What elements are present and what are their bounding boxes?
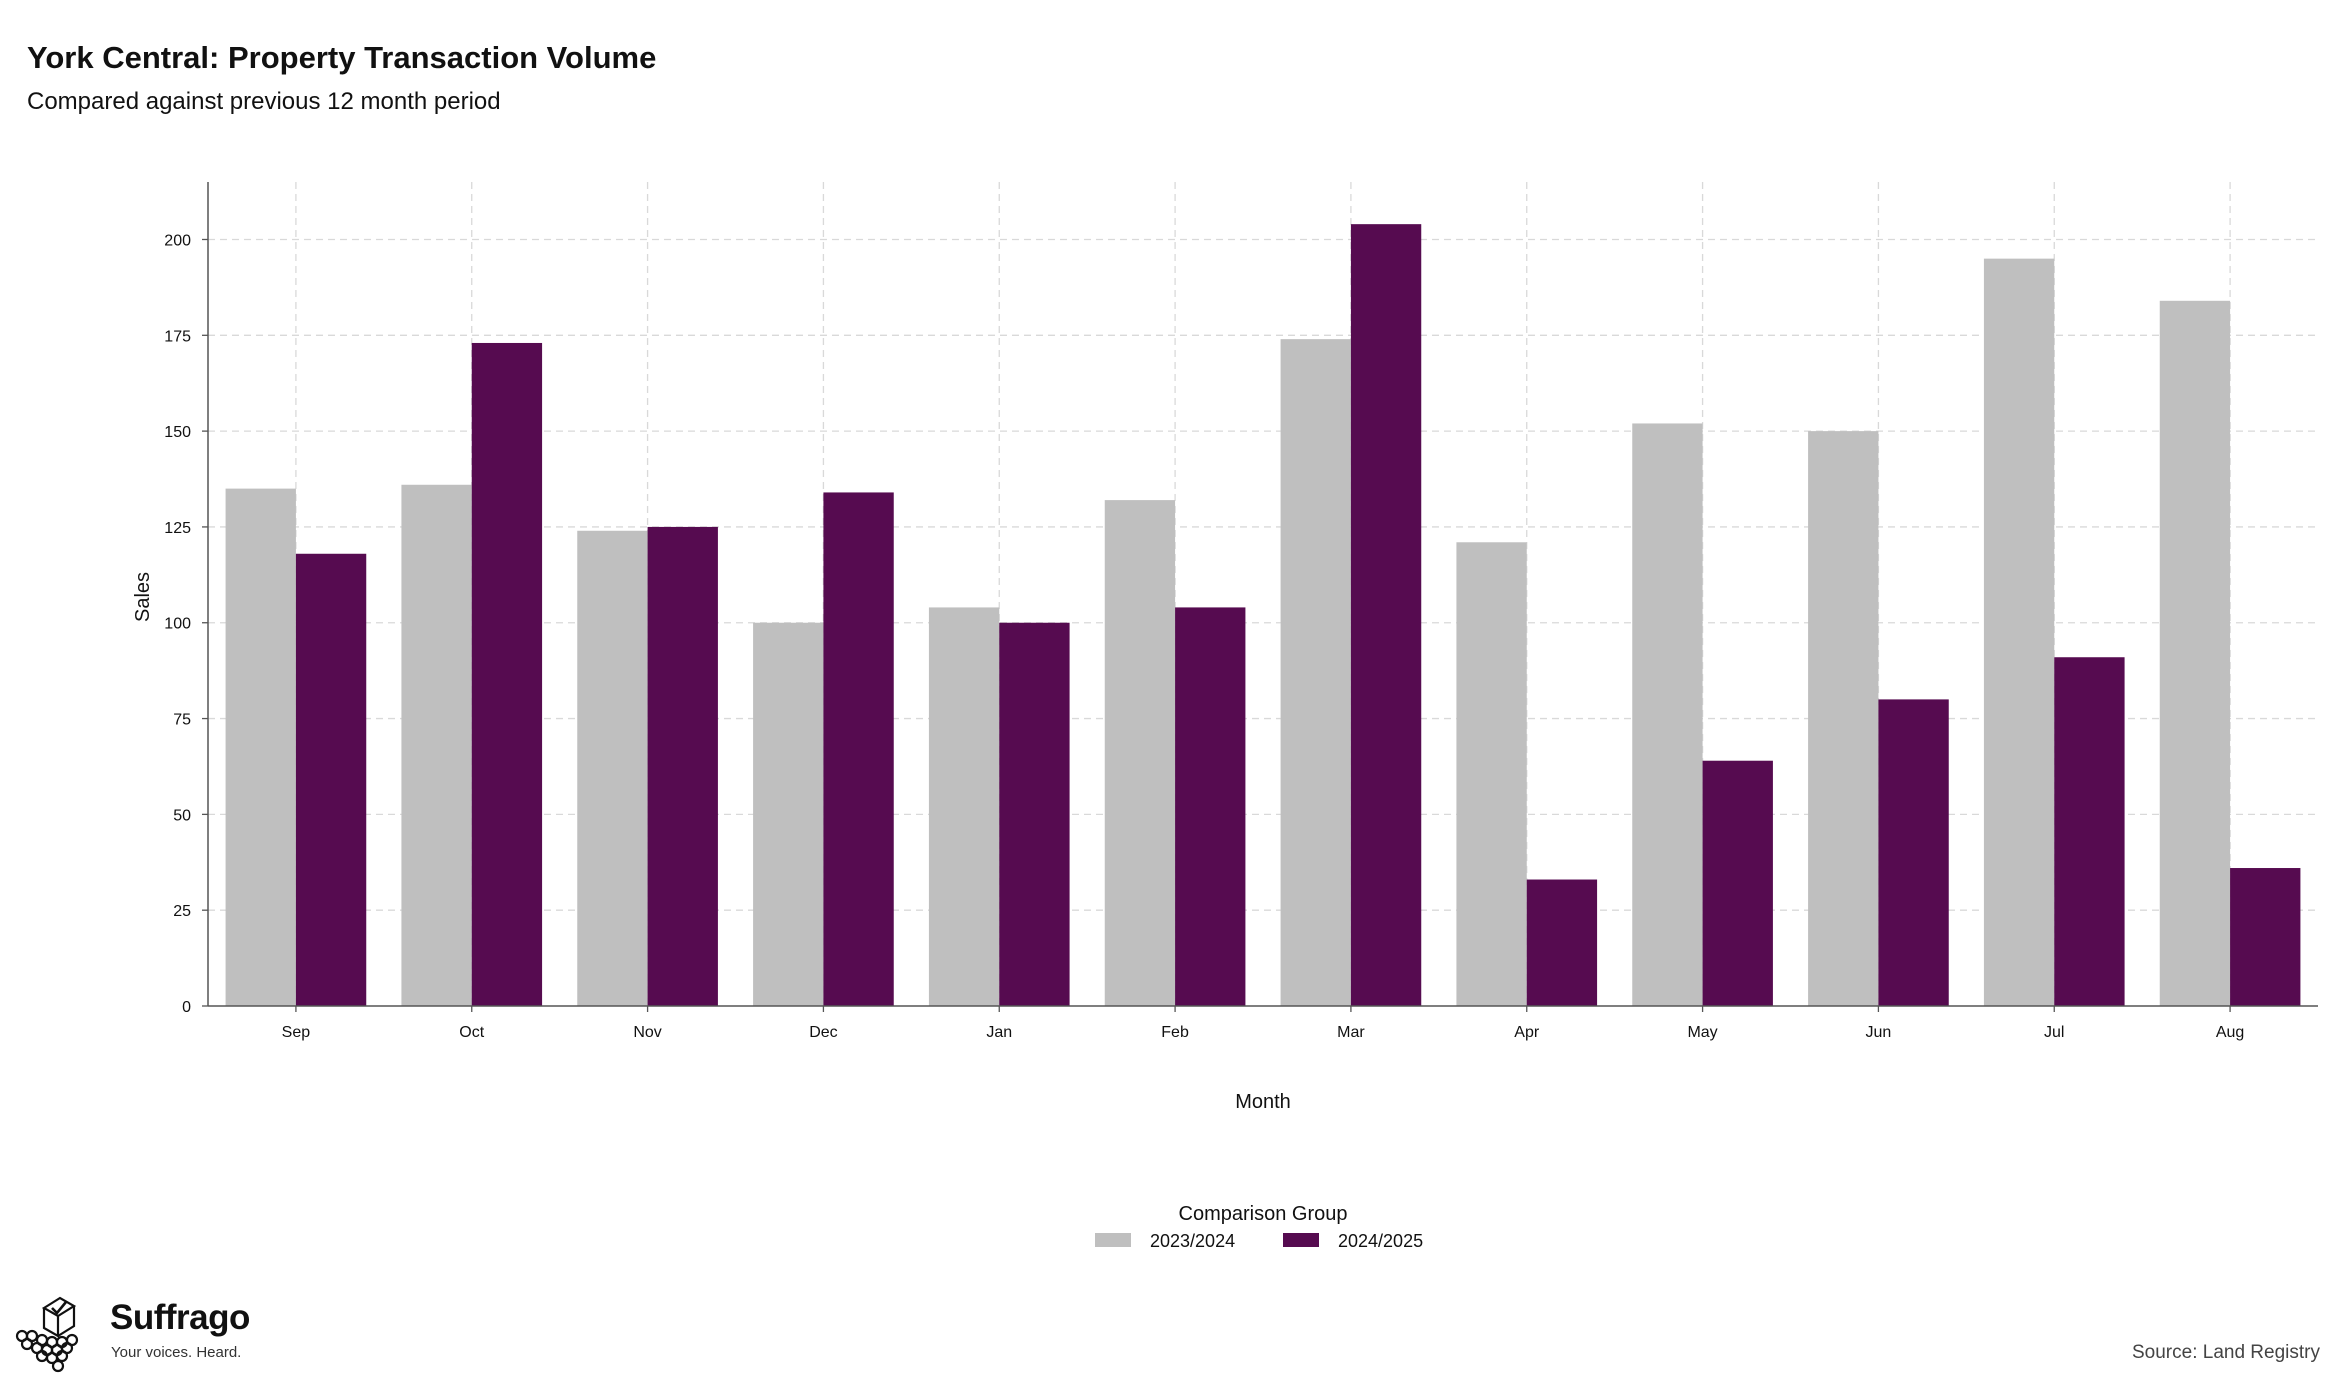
bar-2024/2025-Jun (1878, 699, 1949, 1006)
bar-2023/2024-Nov (577, 530, 648, 1006)
x-tick-label: Mar (1337, 1024, 1365, 1041)
y-tick-label: 150 (164, 424, 191, 441)
bar-2023/2024-Mar (1280, 339, 1351, 1006)
y-axis-title: Sales (132, 572, 154, 622)
x-tick-label: Nov (633, 1024, 661, 1041)
bar-2024/2025-Mar (1350, 224, 1422, 1006)
chart-title: York Central: Property Transaction Volum… (27, 40, 657, 75)
bar-2023/2024-Sep (225, 488, 296, 1007)
legend-swatch (1283, 1233, 1319, 1247)
legend-title: Comparison Group (1179, 1203, 1348, 1225)
bar-2023/2024-Aug (2159, 300, 2231, 1006)
bar-2024/2025-Jul (2054, 657, 2125, 1006)
legend: Comparison Group 2023/2024 2024/2025 (1095, 1203, 1423, 1251)
bar-2024/2025-Aug (2230, 868, 2301, 1006)
x-tick-label: Apr (1514, 1024, 1540, 1041)
bar-2024/2025-May (1702, 760, 1773, 1006)
x-tick-label: Oct (459, 1024, 484, 1041)
y-tick-label: 100 (164, 616, 191, 633)
x-tick-label: Jan (986, 1024, 1012, 1041)
bar-2023/2024-Jul (1983, 258, 2055, 1007)
bar-2023/2024-May (1632, 423, 1703, 1006)
brand-tagline: Your voices. Heard. (111, 1344, 242, 1361)
chart-subtitle: Compared against previous 12 month perio… (27, 88, 501, 115)
y-tick-label: 75 (173, 712, 191, 729)
y-tick-label: 175 (164, 328, 191, 345)
x-tick-label: Dec (809, 1024, 837, 1041)
bars (225, 224, 2301, 1007)
bar-2024/2025-Nov (647, 526, 718, 1006)
x-axis-title: Month (1235, 1091, 1291, 1113)
bar-2024/2025-Feb (1175, 607, 1246, 1006)
bar-2023/2024-Feb (1104, 500, 1176, 1006)
x-tick-label: Jul (2044, 1024, 2064, 1041)
y-tick-label: 200 (164, 232, 191, 249)
bar-2023/2024-Oct (401, 484, 472, 1006)
legend-swatch (1095, 1233, 1131, 1247)
ballot-box-icon (15, 1296, 79, 1373)
x-tick-label: Feb (1161, 1024, 1189, 1041)
brand-logo: Suffrago Your voices. Heard. (14, 1292, 254, 1373)
y-tick-label: 25 (173, 903, 191, 920)
bar-2024/2025-Apr (1526, 879, 1598, 1006)
bar-2024/2025-Dec (823, 492, 894, 1006)
source-note: Source: Land Registry (2132, 1342, 2320, 1363)
brand-name: Suffrago (110, 1298, 250, 1337)
legend-label: 2023/2024 (1150, 1231, 1235, 1251)
y-tick-labels: 0 25 50 75 100 125 150 175 200 (164, 232, 191, 1016)
bar-2024/2025-Sep (295, 553, 367, 1006)
x-tick-label: Sep (282, 1024, 311, 1041)
legend-label: 2024/2025 (1338, 1231, 1423, 1251)
bar-2023/2024-Dec (753, 622, 824, 1006)
bar-2024/2025-Jan (999, 622, 1070, 1006)
axes (202, 182, 2318, 1012)
bar-2024/2025-Oct (471, 342, 543, 1007)
y-tick-label: 0 (182, 999, 191, 1016)
bar-2023/2024-Jan (928, 607, 1000, 1006)
bar-2023/2024-Jun (1808, 431, 1879, 1006)
y-tick-label: 125 (164, 520, 191, 537)
x-tick-label: Aug (2216, 1024, 2244, 1041)
x-tick-labels: Sep Oct Nov Dec Jan Feb Mar Apr May Jun Jul Aug (282, 1024, 2245, 1041)
bar-2023/2024-Apr (1456, 542, 1527, 1006)
y-tick-label: 50 (173, 807, 191, 824)
x-tick-label: May (1687, 1024, 1717, 1041)
x-tick-label: Jun (1866, 1024, 1892, 1041)
